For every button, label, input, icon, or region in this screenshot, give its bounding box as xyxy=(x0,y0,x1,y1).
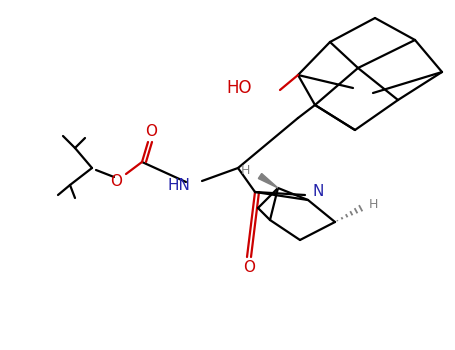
Text: O: O xyxy=(110,174,122,189)
Text: O: O xyxy=(145,124,157,139)
Text: HN: HN xyxy=(167,178,190,194)
Text: H: H xyxy=(241,163,250,176)
Text: O: O xyxy=(243,260,255,275)
Text: N: N xyxy=(312,184,324,200)
Polygon shape xyxy=(258,174,278,188)
Text: H: H xyxy=(368,197,378,210)
Text: HO: HO xyxy=(227,79,252,97)
